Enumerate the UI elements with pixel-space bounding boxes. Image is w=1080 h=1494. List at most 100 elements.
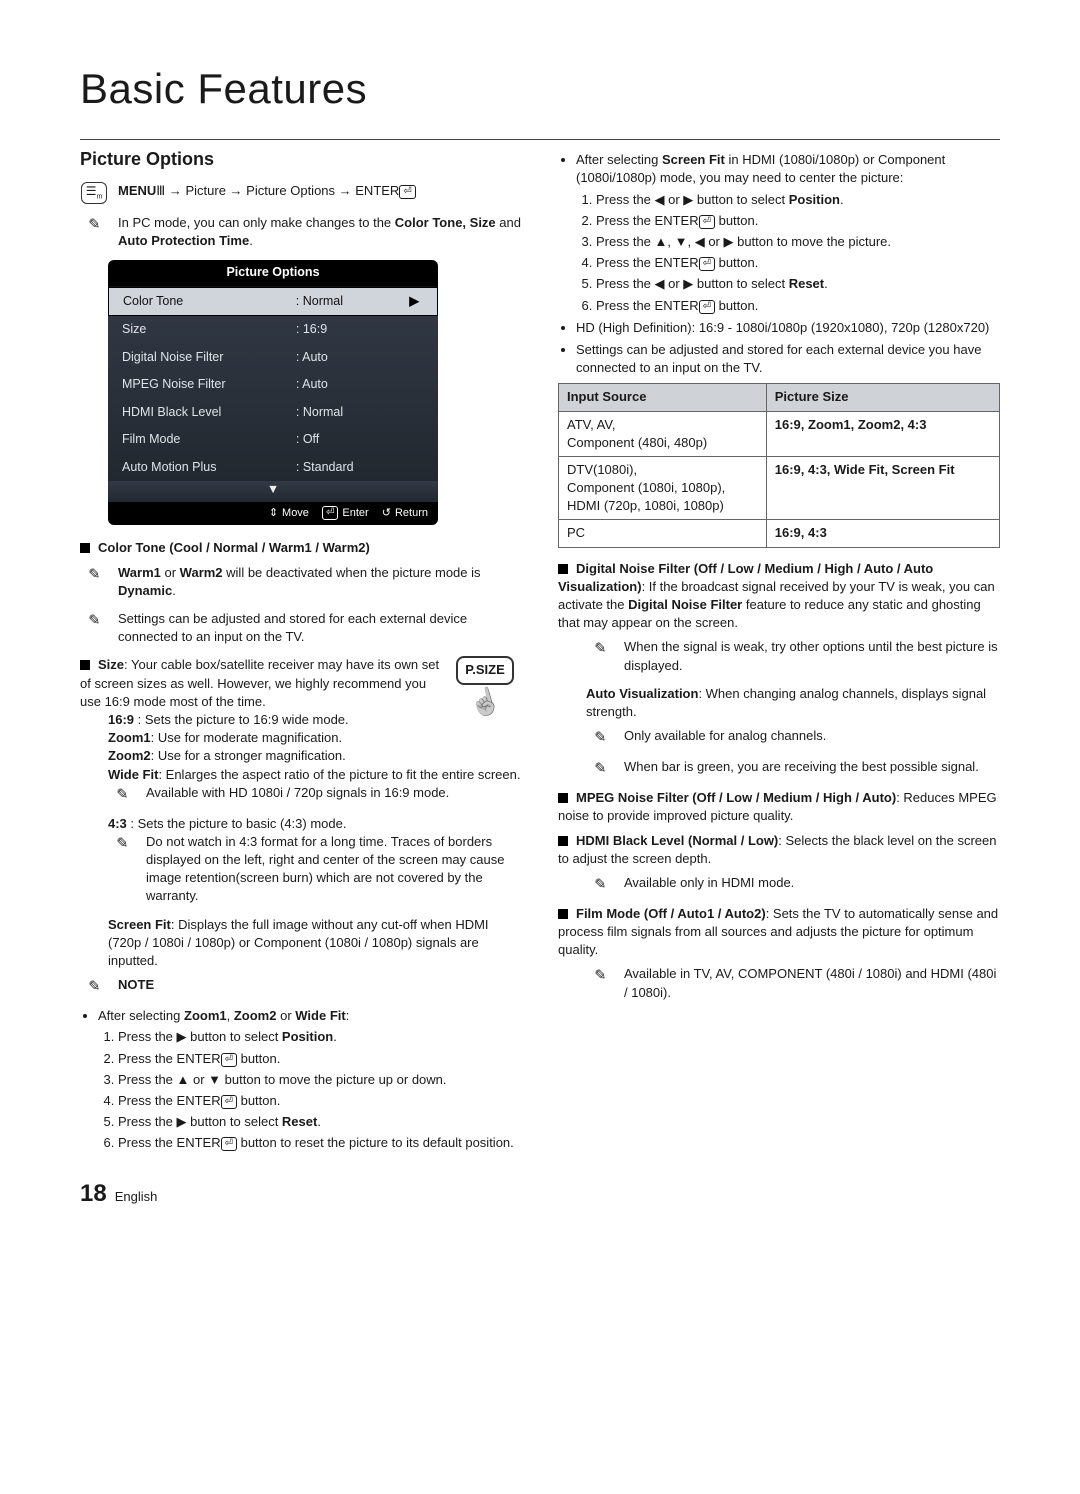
note-icon: ✎ <box>586 727 614 748</box>
note-icon: ✎ <box>586 874 614 895</box>
enter-icon: ⏎ <box>699 300 715 314</box>
hdmi-block: HDMI Black Level (Normal / Low): Selects… <box>558 832 1000 868</box>
osd-label: Digital Noise Filter <box>122 349 286 367</box>
osd-label: Film Mode <box>122 431 286 449</box>
size-block: Size: Your cable box/satellite receiver … <box>80 657 439 708</box>
hd-line: HD (High Definition): 16:9 - 1080i/1080p… <box>576 319 1000 337</box>
t: Enter <box>342 506 368 521</box>
fit-select-line: After selecting Screen Fit in HDMI (1080… <box>576 151 1000 315</box>
t: Color Tone (Cool / Normal / Warm1 / Warm… <box>98 540 370 555</box>
t: Film Mode (Off / Auto1 / Auto2) <box>576 906 766 921</box>
mpeg-block: MPEG Noise Filter (Off / Low / Medium / … <box>558 789 1000 825</box>
t: Press the ENTER <box>118 1135 221 1150</box>
note-icon: ✎ <box>80 564 108 585</box>
page-number: 18 <box>80 1177 107 1211</box>
size-screenfit: Screen Fit: Displays the full image with… <box>108 916 522 971</box>
table-row: 16:9, Zoom1, Zoom2, 4:3 <box>766 411 999 456</box>
t: Screen Fit <box>662 152 725 167</box>
osd-value: : Normal <box>286 293 405 311</box>
osd-label: HDMI Black Level <box>122 404 286 422</box>
t: Press the ◀ or ▶ button to select <box>596 276 789 291</box>
t: . <box>333 1029 337 1044</box>
hand-pointer-icon: ☝ <box>466 685 504 718</box>
t: Digital Noise Filter <box>628 597 742 612</box>
t: Zoom2 <box>234 1008 277 1023</box>
section-heading: Picture Options <box>80 147 522 172</box>
step: Press the ENTER⏎ button. <box>118 1092 522 1110</box>
t: button to reset the picture to its defau… <box>237 1135 514 1150</box>
th-input: Input Source <box>559 384 767 411</box>
t: Screen Fit <box>108 917 171 932</box>
page-title: Basic Features <box>80 60 1000 119</box>
settings-note: Settings can be adjusted and stored for … <box>118 610 522 646</box>
dnf-note: When the signal is weak, try other optio… <box>624 638 1000 674</box>
psize-button-illustration: P.SIZE ☝ <box>456 656 514 715</box>
size-widefit: Wide Fit: Enlarges the aspect ratio of t… <box>108 766 522 784</box>
osd-value: : Standard <box>286 459 420 477</box>
osd-value: : Off <box>286 431 420 449</box>
t: Press the ENTER <box>118 1093 221 1108</box>
osd-row: Film Mode: Off <box>108 426 438 454</box>
osd-row: Size: 16:9 <box>108 316 438 344</box>
osd-row: MPEG Noise Filter: Auto <box>108 371 438 399</box>
t: Zoom1 <box>184 1008 227 1023</box>
osd-value: : Auto <box>286 376 420 394</box>
enter-icon: ⏎ <box>399 185 415 199</box>
osd-panel: Picture Options Color Tone: Normal▶Size:… <box>108 260 438 525</box>
enter-icon: ⏎ <box>221 1137 237 1151</box>
table-row: DTV(1080i), Component (1080i, 1080p), HD… <box>559 456 767 520</box>
menu-path-bold: MENU <box>118 183 156 198</box>
t: . <box>317 1114 321 1129</box>
note-icon: ✎ <box>108 833 136 854</box>
t: or <box>161 565 180 580</box>
t: Reset <box>282 1114 317 1129</box>
t: Press the ▶ button to select <box>118 1029 282 1044</box>
film-block: Film Mode (Off / Auto1 / Auto2): Sets th… <box>558 905 1000 960</box>
osd-value: : Auto <box>286 349 420 367</box>
note-icon: ✎ <box>586 965 614 986</box>
step: Press the ◀ or ▶ button to select Positi… <box>596 191 1000 209</box>
menu-path-rest: → Picture → Picture Options → ENTER <box>165 183 399 198</box>
divider <box>80 139 1000 140</box>
step: Press the ENTER⏎ button. <box>596 297 1000 315</box>
t: Press the ▶ button to select <box>118 1114 282 1129</box>
osd-label: MPEG Noise Filter <box>122 376 286 394</box>
t: Color Tone, Size <box>395 215 496 230</box>
dnf-block: Digital Noise Filter (Off / Low / Medium… <box>558 560 1000 633</box>
t: . <box>824 276 828 291</box>
t: Press the ENTER <box>596 298 699 313</box>
size-43: 4:3 : Sets the picture to basic (4:3) mo… <box>108 815 522 833</box>
t: Wide Fit <box>108 767 158 782</box>
t: . <box>172 583 176 598</box>
t: Dynamic <box>118 583 172 598</box>
film-note: Available in TV, AV, COMPONENT (480i / 1… <box>624 965 1000 1001</box>
osd-row: Color Tone: Normal▶ <box>108 287 438 317</box>
t: 16:9, Zoom1, Zoom2, 4:3 <box>775 417 927 432</box>
t: : Use for moderate magnification. <box>151 730 342 745</box>
step: Press the ▲ or ▼ button to move the pict… <box>118 1071 522 1089</box>
t: Zoom1 <box>108 730 151 745</box>
t: 16:9, 4:3 <box>775 525 827 540</box>
t: button. <box>715 255 758 270</box>
note-icon: ✎ <box>80 214 108 235</box>
table-row: ATV, AV, Component (480i, 480p) <box>559 411 767 456</box>
step: Press the ▶ button to select Reset. <box>118 1113 522 1131</box>
t: 16:9 <box>108 712 134 727</box>
auto-vis: Auto Visualization: When changing analog… <box>558 685 1000 721</box>
menu-button-icon: ☰m <box>80 182 108 203</box>
osd-footer: ⇕Move ⏎Enter ↺Return <box>108 502 438 526</box>
t: : <box>346 1008 350 1023</box>
ext-settings-line: Settings can be adjusted and stored for … <box>576 341 1000 377</box>
size-zoom2: Zoom2: Use for a stronger magnification. <box>108 747 522 765</box>
t: Size <box>98 657 124 672</box>
t: . <box>249 233 253 248</box>
hdmi-note: Available only in HDMI mode. <box>624 874 1000 892</box>
t: button. <box>237 1093 280 1108</box>
th-size: Picture Size <box>766 384 999 411</box>
t: 4:3 <box>108 816 127 831</box>
widefit-note: Available with HD 1080i / 720p signals i… <box>146 784 522 802</box>
osd-row: HDMI Black Level: Normal <box>108 399 438 427</box>
color-tone-heading: Color Tone (Cool / Normal / Warm1 / Warm… <box>80 539 522 557</box>
note-icon: ✎ <box>80 976 108 997</box>
warm-note: Warm1 or Warm2 will be deactivated when … <box>118 564 522 600</box>
